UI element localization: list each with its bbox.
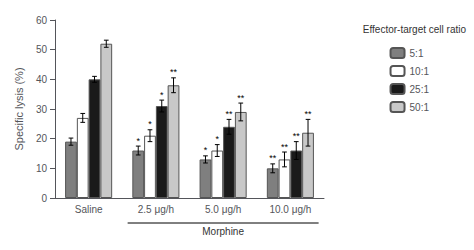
svg-text:5:1: 5:1 xyxy=(410,48,424,59)
svg-text:40: 40 xyxy=(36,74,48,85)
svg-text:10:1: 10:1 xyxy=(410,66,430,77)
svg-text:*: * xyxy=(160,90,164,100)
svg-text:**: ** xyxy=(281,142,289,152)
svg-text:**: ** xyxy=(170,67,178,77)
svg-text:25:1: 25:1 xyxy=(410,84,430,95)
svg-text:**: ** xyxy=(226,109,234,119)
svg-text:Saline: Saline xyxy=(75,204,103,215)
svg-text:10.0 μg/h: 10.0 μg/h xyxy=(269,204,311,215)
svg-text:**: ** xyxy=(237,93,245,103)
svg-text:20: 20 xyxy=(36,133,48,144)
svg-text:10: 10 xyxy=(36,163,48,174)
svg-text:2.5 μg/h: 2.5 μg/h xyxy=(138,204,174,215)
svg-text:**: ** xyxy=(305,109,313,119)
svg-text:Morphine: Morphine xyxy=(202,226,244,237)
svg-text:5.0 μg/h: 5.0 μg/h xyxy=(205,204,241,215)
svg-text:*: * xyxy=(148,119,152,129)
svg-text:60: 60 xyxy=(36,15,48,26)
svg-text:*: * xyxy=(136,136,140,146)
svg-text:Effector-target cell ratio: Effector-target cell ratio xyxy=(363,24,467,35)
svg-text:*: * xyxy=(204,145,208,155)
svg-text:50:1: 50:1 xyxy=(410,102,430,113)
svg-text:Specific lysis (%): Specific lysis (%) xyxy=(13,67,25,150)
svg-text:50: 50 xyxy=(36,44,48,55)
svg-text:**: ** xyxy=(293,131,301,141)
svg-text:0: 0 xyxy=(41,193,47,204)
svg-text:*: * xyxy=(215,134,219,144)
svg-text:30: 30 xyxy=(36,104,48,115)
svg-text:**: ** xyxy=(269,153,277,163)
